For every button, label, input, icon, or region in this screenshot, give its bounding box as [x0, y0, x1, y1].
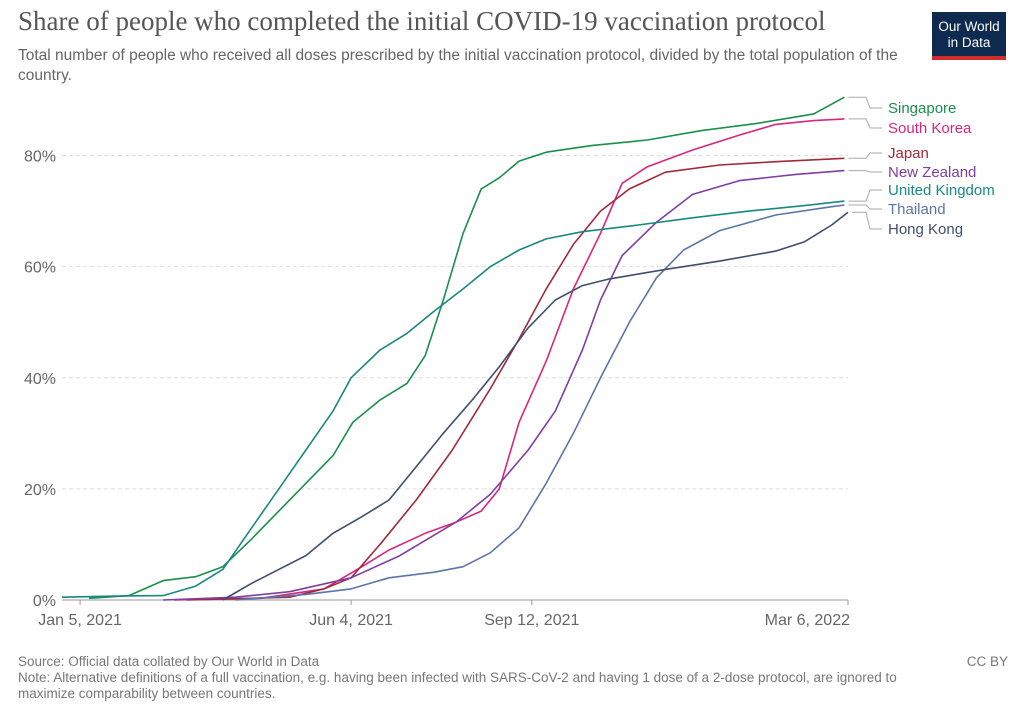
owid-logo[interactable]: Our World in Data — [932, 12, 1006, 60]
x-tick-label: Jun 4, 2021 — [309, 612, 393, 629]
series-label-united-kingdom: United Kingdom — [888, 182, 995, 199]
series-label-new-zealand: New Zealand — [888, 164, 976, 181]
chart-title: Share of people who completed the initia… — [18, 6, 826, 36]
series-line-singapore — [89, 96, 845, 600]
series-labels: Singapore South Korea Japan New ZealandUnit… — [848, 96, 995, 238]
y-tick-label: 40% — [24, 371, 56, 388]
x-axis: Jan 5, 2021 Jun 4, 2021 Sep 12, 2021 Mar 6,… — [38, 599, 850, 629]
label-connector — [848, 204, 882, 210]
series-line-thailand — [235, 204, 845, 601]
series-label-hong-kong: Hong Kong — [888, 221, 963, 238]
source-text: Source: Official data collated by Our Wo… — [18, 654, 320, 669]
series-label-thailand: Thailand — [888, 201, 946, 218]
series-line-japan — [186, 157, 845, 601]
x-tick-label: Sep 12, 2021 — [484, 612, 579, 629]
series-label-japan: Japan — [888, 145, 929, 162]
line-chart: 0% 20% 40% 60% 80% Jan 5, 2021 Jun 4, 2021 Sep… — [24, 96, 995, 629]
grid-lines — [62, 155, 848, 490]
series-line-hong-kong — [222, 211, 849, 601]
chart-subtitle: Total number of people who received all … — [18, 47, 898, 84]
series-label-south-korea: South Korea — [888, 120, 972, 137]
y-axis: 0% 20% 40% 60% 80% — [24, 149, 56, 610]
y-tick-label: 60% — [24, 260, 56, 277]
logo-line-2: in Data — [947, 35, 991, 50]
note-text: Note: Alternative definitions of a full … — [18, 670, 897, 701]
series-label-singapore: Singapore — [888, 100, 956, 117]
y-tick-label: 80% — [24, 149, 56, 166]
chart-footer: Source: Official data collated by Our Wo… — [18, 654, 1008, 702]
label-connector — [848, 152, 882, 159]
y-tick-label: 0% — [33, 593, 56, 610]
y-tick-label: 20% — [24, 482, 56, 499]
label-connector — [848, 189, 882, 202]
x-tick-label: Jan 5, 2021 — [38, 612, 122, 629]
series-line-new-zealand — [163, 169, 845, 601]
label-connector — [848, 170, 882, 173]
label-connector — [848, 118, 882, 129]
series-line-united-kingdom — [61, 200, 845, 598]
label-connector — [852, 211, 882, 230]
x-tick-label: Mar 6, 2022 — [765, 612, 850, 629]
logo-line-1: Our World — [938, 19, 1000, 34]
series-line-south-korea — [173, 118, 845, 601]
series-lines — [61, 96, 849, 601]
label-connector — [848, 96, 882, 109]
license-link[interactable]: CC BY — [966, 654, 1008, 669]
